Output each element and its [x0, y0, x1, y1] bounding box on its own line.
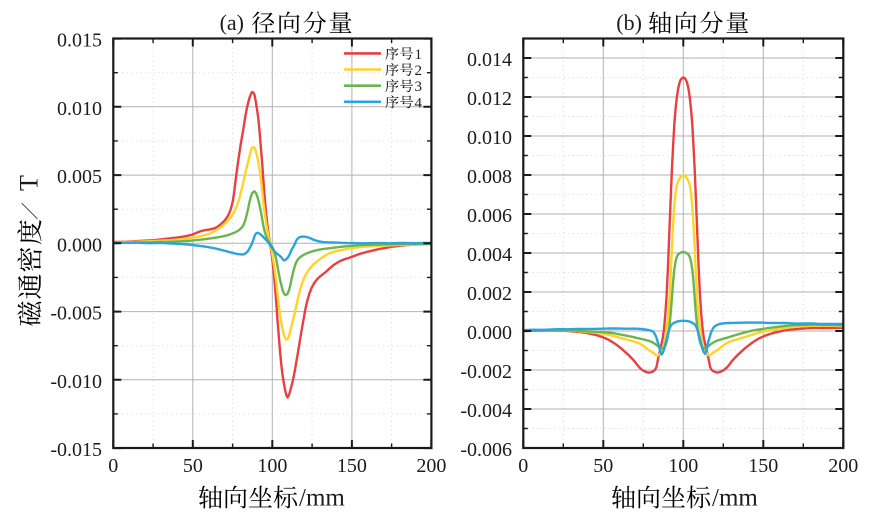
svg-text:0.004: 0.004 — [467, 244, 512, 266]
svg-text:/mm: /mm — [712, 485, 758, 512]
svg-text:T: T — [15, 175, 44, 191]
svg-text:-0.004: -0.004 — [460, 400, 512, 422]
svg-text:200: 200 — [416, 455, 446, 477]
svg-text:-0.015: -0.015 — [50, 439, 102, 461]
svg-text:4: 4 — [415, 95, 423, 111]
svg-text:(a): (a) — [220, 10, 244, 35]
svg-text:-0.006: -0.006 — [460, 439, 512, 461]
svg-text:100: 100 — [257, 455, 287, 477]
svg-text:2: 2 — [415, 63, 423, 79]
svg-text:0.015: 0.015 — [57, 30, 102, 52]
svg-text:0.002: 0.002 — [467, 283, 512, 305]
svg-text:3: 3 — [415, 79, 423, 95]
svg-text:(b): (b) — [616, 10, 642, 35]
svg-text:150: 150 — [337, 455, 367, 477]
svg-text:0: 0 — [108, 455, 118, 477]
svg-text:100: 100 — [668, 455, 698, 477]
svg-text:0.010: 0.010 — [467, 127, 512, 149]
svg-text:200: 200 — [828, 455, 858, 477]
svg-text:0.005: 0.005 — [57, 166, 102, 188]
svg-text:0.000: 0.000 — [467, 322, 512, 344]
svg-text:0.006: 0.006 — [467, 205, 512, 227]
svg-text:50: 50 — [183, 455, 203, 477]
svg-text:0.014: 0.014 — [467, 49, 512, 71]
svg-text:0.010: 0.010 — [57, 98, 102, 120]
svg-text:/mm: /mm — [299, 485, 345, 512]
svg-text:0.008: 0.008 — [467, 166, 512, 188]
svg-text:0.012: 0.012 — [467, 88, 512, 110]
svg-text:-0.005: -0.005 — [50, 303, 102, 325]
svg-text:1: 1 — [415, 47, 423, 63]
svg-text:-0.002: -0.002 — [460, 361, 512, 383]
svg-text:50: 50 — [593, 455, 613, 477]
svg-text:0.000: 0.000 — [57, 234, 102, 256]
svg-text:0: 0 — [518, 455, 528, 477]
svg-text:-0.010: -0.010 — [50, 371, 102, 393]
svg-text:150: 150 — [748, 455, 778, 477]
